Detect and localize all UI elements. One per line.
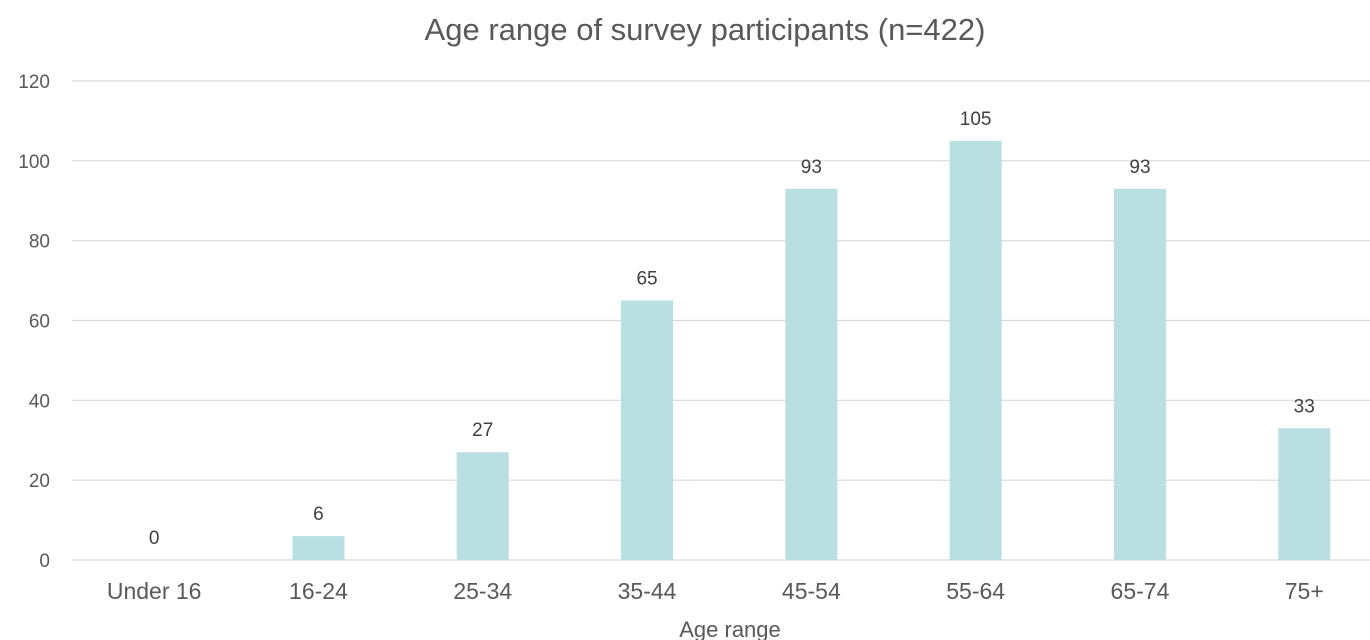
- chart-title: Age range of survey participants (n=422): [424, 12, 986, 47]
- bar: [292, 536, 345, 560]
- y-tick-label: 20: [29, 471, 50, 492]
- x-tick-label: 55-64: [946, 578, 1005, 604]
- data-label: 6: [313, 504, 324, 525]
- x-tick-label: 25-34: [453, 578, 512, 604]
- data-label: 27: [472, 420, 493, 441]
- x-tick-label: 35-44: [618, 578, 677, 604]
- bar: [1278, 428, 1331, 560]
- y-tick-label: 0: [39, 551, 50, 572]
- x-tick-label: 45-54: [782, 578, 841, 604]
- y-axis-ticks: 0 20 40 60 80 100 120: [18, 72, 50, 572]
- bar: [621, 300, 674, 560]
- data-label: 0: [149, 528, 160, 549]
- bar: [456, 452, 509, 560]
- gridlines: [72, 80, 1370, 561]
- bar: [1113, 188, 1166, 560]
- data-label: 33: [1294, 396, 1315, 417]
- data-label: 105: [960, 109, 992, 130]
- bar: [949, 140, 1002, 560]
- y-tick-label: 80: [29, 232, 50, 253]
- data-label: 65: [636, 269, 657, 290]
- data-label: 93: [801, 157, 822, 178]
- x-axis-title: Age range: [679, 617, 781, 640]
- bars: [292, 140, 1331, 560]
- y-tick-label: 60: [29, 312, 50, 333]
- x-tick-label: 75+: [1285, 578, 1324, 604]
- x-tick-label: Under 16: [107, 578, 202, 604]
- y-tick-label: 120: [18, 72, 50, 93]
- y-tick-label: 100: [18, 152, 50, 173]
- data-labels: 0 6 27 65 93 105 93 33: [149, 109, 1315, 549]
- data-label: 93: [1129, 157, 1150, 178]
- y-tick-label: 40: [29, 391, 50, 412]
- x-tick-label: 16-24: [289, 578, 348, 604]
- x-tick-label: 65-74: [1111, 578, 1170, 604]
- bar: [785, 188, 838, 560]
- x-axis-ticks: Under 16 16-24 25-34 35-44 45-54 55-64 65-74 75…: [107, 578, 1324, 604]
